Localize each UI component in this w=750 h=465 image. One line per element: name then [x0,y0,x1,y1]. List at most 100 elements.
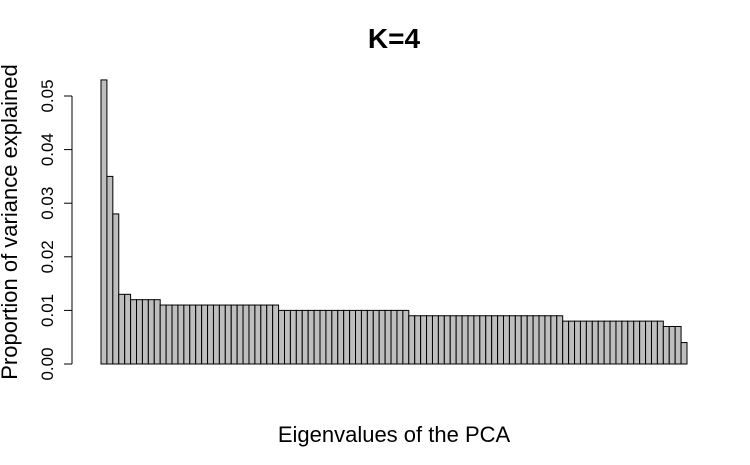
bar [141,299,149,365]
bar [455,315,463,365]
bar [662,325,670,365]
y-axis-ticks: 0.00 0.01 0.02 0.03 0.04 0.05 [38,79,72,381]
bar [136,299,143,365]
bar [639,320,647,365]
bar [230,304,238,365]
bar [289,309,297,365]
bar [621,320,629,365]
bar [248,304,256,365]
bar [195,304,203,365]
bar [242,304,250,365]
bar [153,299,161,365]
bar [147,299,155,365]
bar [491,315,499,365]
y-tick-label: 0.03 [38,187,57,220]
bar [473,315,481,365]
bar [485,315,493,365]
bar [165,304,173,365]
bar [431,315,439,365]
bar [461,315,469,365]
y-tick-label: 0.02 [38,240,57,273]
bar [402,309,410,365]
bar [266,304,274,365]
bar [366,309,374,365]
bar [668,325,676,365]
bar [603,320,611,365]
bar [520,315,528,365]
bar [307,309,315,365]
bar [591,320,599,365]
bar [680,342,688,365]
bar [325,309,333,365]
bar [615,320,623,365]
bar [426,315,433,365]
bar [437,315,445,365]
bar [420,315,428,365]
bar [562,320,570,365]
y-axis-label: Proportion of variance explained [0,64,22,380]
bar [443,315,451,365]
bar [201,304,209,365]
bar [550,315,558,365]
bar [207,304,214,365]
y-tick-label: 0.04 [38,133,57,166]
bar [254,304,262,365]
bar [597,320,605,365]
bar [118,293,126,365]
bar [390,309,398,365]
bar [467,315,475,365]
bar [183,304,191,365]
bar [283,309,291,365]
bar [319,309,327,365]
bar [224,304,232,365]
bar [544,315,552,365]
bar [331,309,339,365]
bar [106,175,114,365]
bar [236,304,244,365]
bar [396,309,404,365]
bar [212,304,220,365]
bar [337,309,345,365]
bar [124,293,132,365]
bar [112,213,120,365]
bar [526,315,534,365]
bar [313,309,321,365]
bar [579,320,587,365]
bar [532,315,540,365]
bar [372,309,380,365]
bar [656,320,664,365]
bar [343,309,351,365]
bar [609,320,617,365]
x-axis-label: Eigenvalues of the PCA [278,422,511,447]
bar [360,309,368,365]
bar [355,309,362,365]
bar [503,315,510,365]
bar [568,320,576,365]
bar [272,304,280,365]
y-tick-label: 0.00 [38,347,57,380]
bar [301,309,309,365]
bar [645,320,652,365]
bar [378,309,386,365]
bar [633,320,641,365]
bar [295,309,303,365]
bar [408,315,416,365]
bar [514,315,522,365]
bar-series [100,79,688,365]
bar [218,304,226,365]
bar [130,299,138,365]
bar [538,315,546,365]
bar [674,325,682,365]
chart-title: K=4 [368,23,421,54]
bar [414,315,422,365]
y-tick-label: 0.05 [38,79,57,112]
y-tick-label: 0.01 [38,294,57,327]
bar [100,79,108,365]
bar [585,320,593,365]
bar [384,309,392,365]
bar [574,320,581,365]
bar [508,315,516,365]
bar [189,304,197,365]
bar [627,320,635,365]
bar [278,309,285,365]
